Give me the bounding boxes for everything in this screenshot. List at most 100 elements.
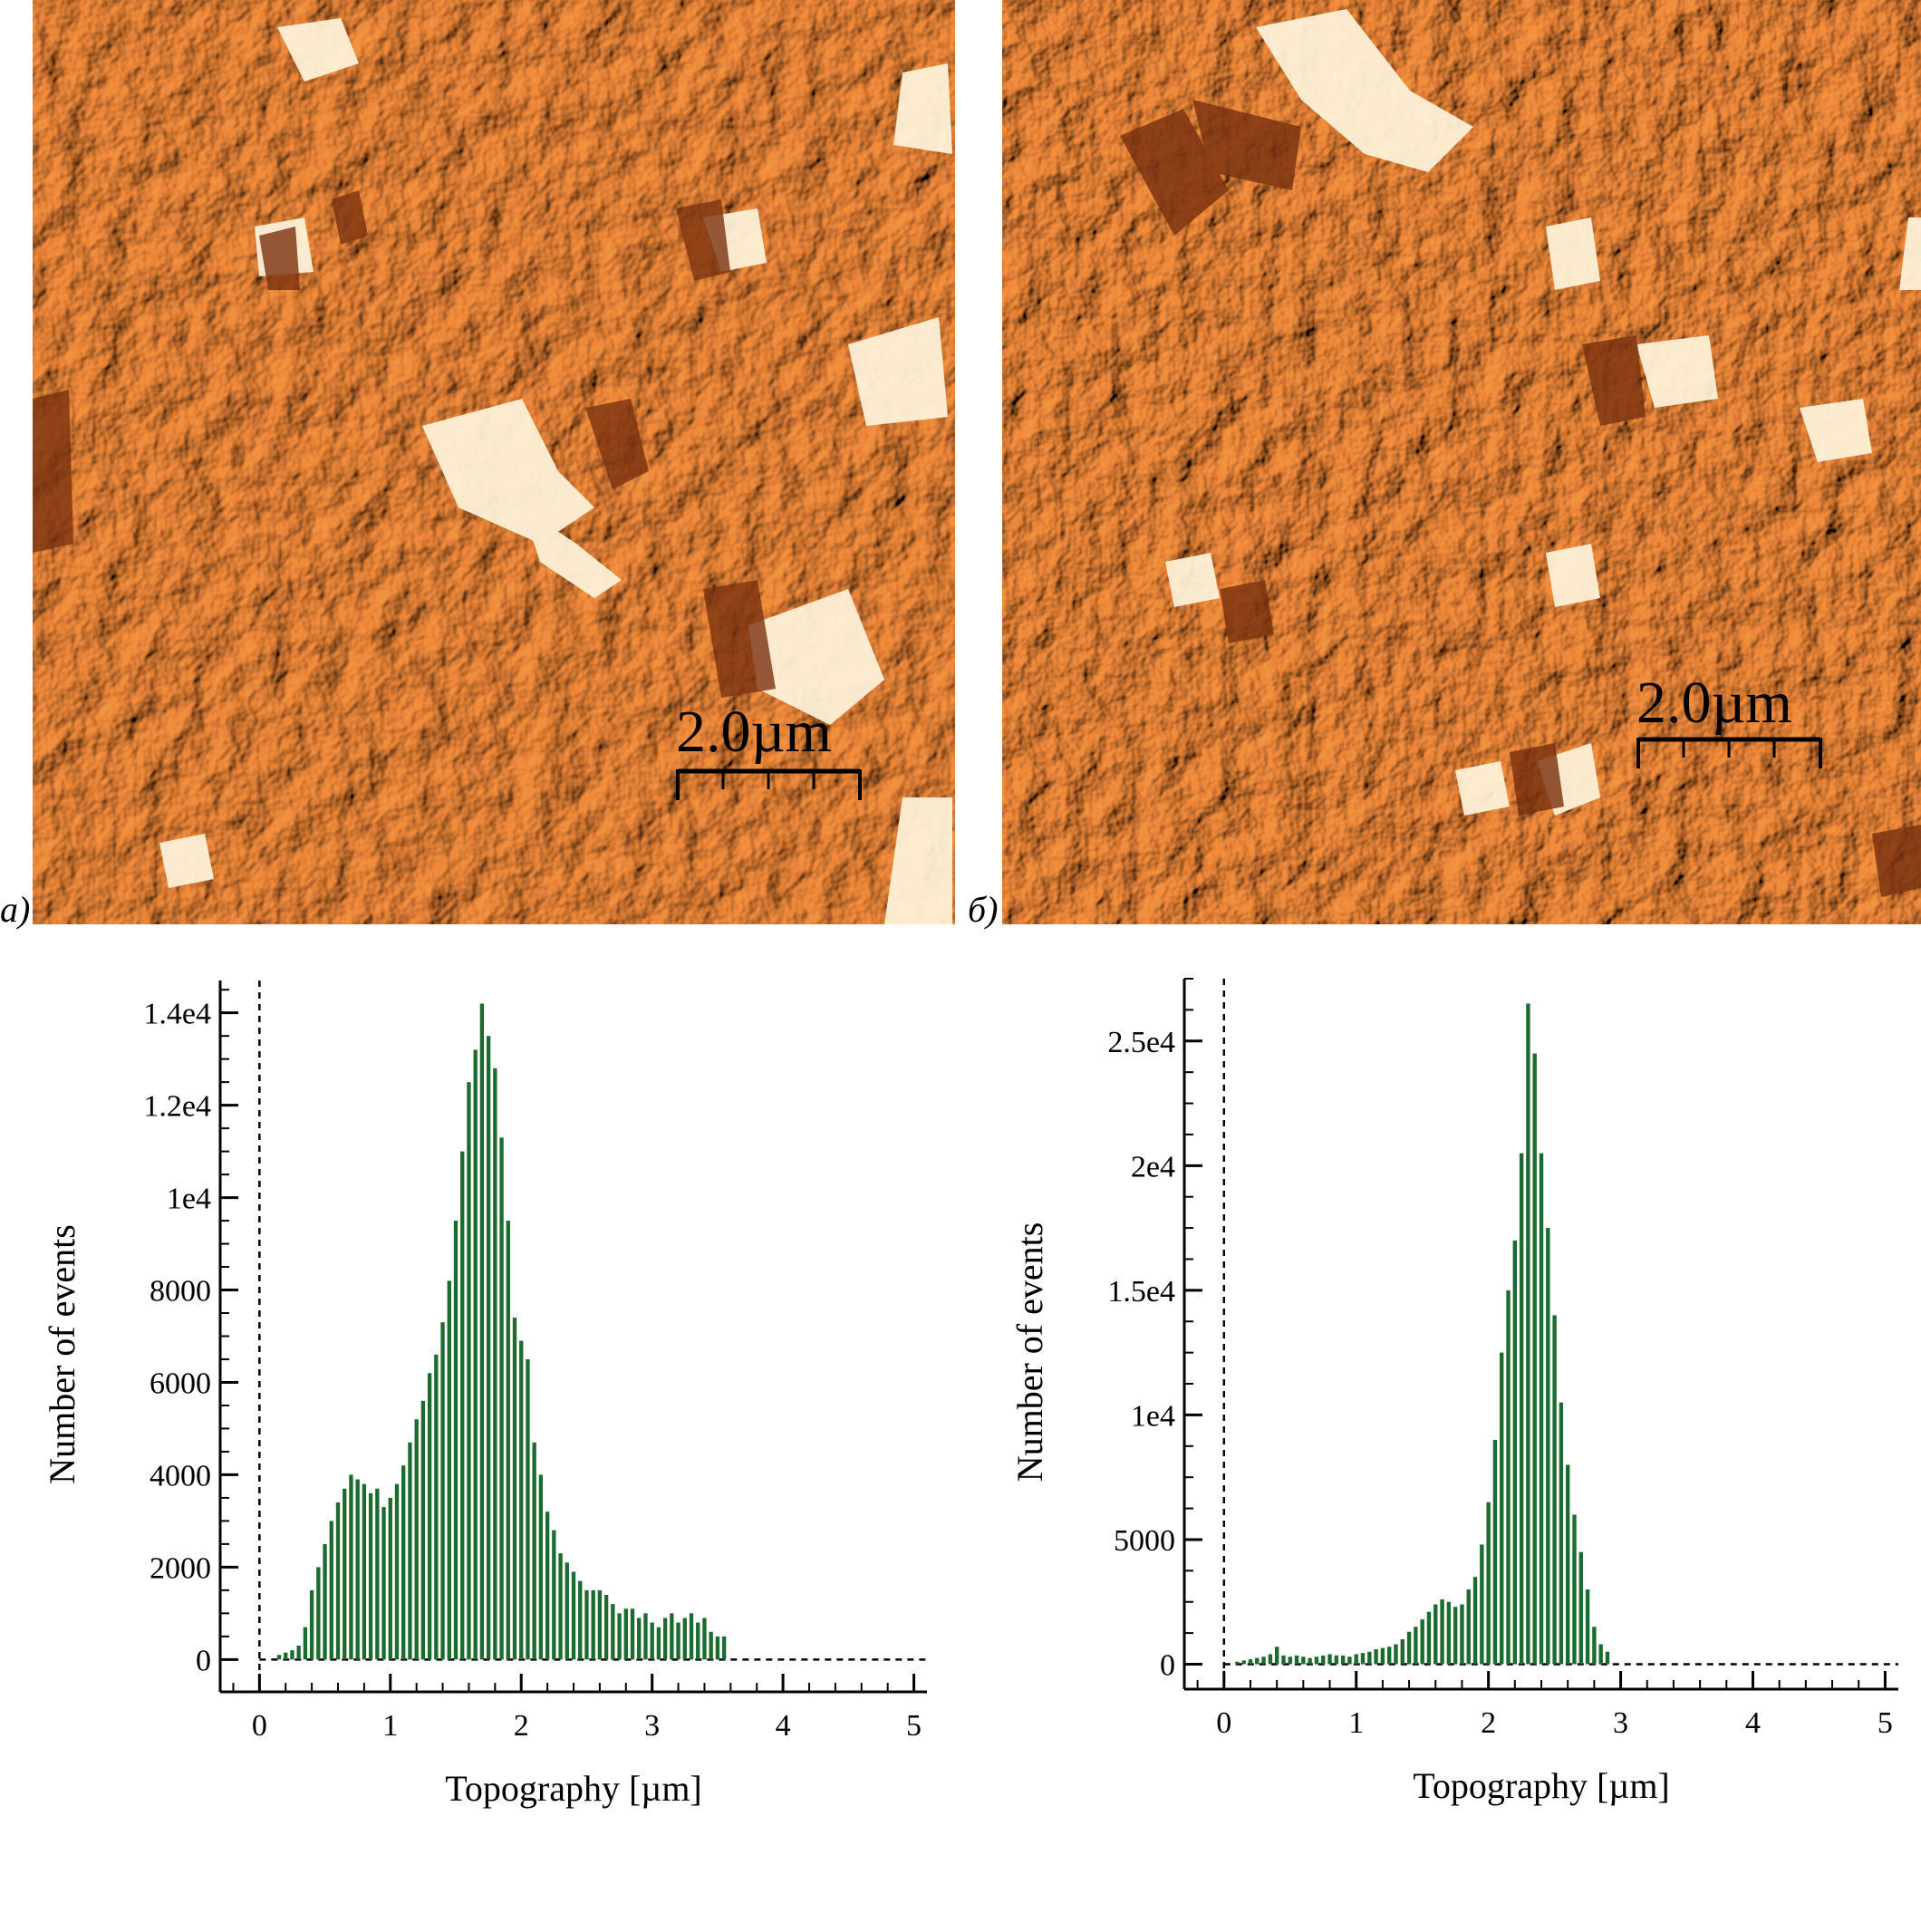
bar-a [715,1636,720,1660]
bar-a [316,1567,321,1660]
x-tick-label-b: 1 [1348,1706,1364,1740]
bar-a [617,1613,622,1660]
x-tick-label-b: 5 [1878,1706,1893,1740]
bar-a [479,1003,485,1660]
bar-b [1235,1661,1240,1665]
y-tick-label-a: 8000 [150,1275,211,1309]
bar-b [1539,1153,1544,1665]
bar-a [532,1442,536,1660]
y-tick-label-a: 2000 [150,1551,211,1585]
bar-a [506,1221,510,1660]
bar-a [434,1354,439,1660]
y-tick-label-a: 4000 [150,1459,211,1492]
bar-a [623,1608,628,1660]
bar-b [1400,1638,1405,1665]
y-tick-label-b: 5000 [1114,1524,1175,1558]
bar-b [1572,1514,1577,1665]
bar-a [467,1082,471,1660]
bar-a [603,1594,609,1660]
bar-a [290,1650,294,1660]
bar-a [597,1589,603,1660]
y-tick-label-b: 0 [1160,1648,1175,1682]
bar-b [1268,1654,1273,1665]
bar-a [323,1543,327,1660]
x-tick-label-a: 1 [382,1709,398,1743]
bar-a [486,1036,491,1660]
afm-texture-a [33,0,955,924]
bar-b [1585,1589,1590,1665]
y-tick-label-a: 6000 [150,1367,211,1400]
y-tick-label-b: 2.5e4 [1107,1026,1175,1059]
bar-a [414,1419,419,1660]
bar-b [1394,1644,1398,1665]
scalebar-label-a: 2.0µm [676,699,832,765]
panel-letter-b: б) [968,889,999,930]
bar-a [499,1137,504,1660]
bar-a [519,1340,524,1660]
scalebar-label-b: 2.0µm [1636,670,1792,736]
histogram-b-svg: 0 5000 1e4 1.5e4 2e4 2.5e4 0 1 2 3 4 5 Topography [µ… [1009,978,1898,1806]
bar-b [1512,1240,1518,1665]
histogram-a-svg: 0 2000 4000 6000 8000 1e4 1.2e4 1.4e4 0 1 2 3 4 5 Topo… [42,980,927,1809]
bar-a [276,1655,282,1660]
bar-b [1347,1657,1352,1665]
bar-a [545,1512,550,1660]
bar-b [1314,1657,1319,1665]
bar-a [656,1627,661,1660]
bar-a [473,1049,478,1660]
bar-a [682,1618,687,1660]
bar-b [1546,1228,1550,1665]
histogram-b: 0 5000 1e4 1.5e4 2e4 2.5e4 0 1 2 3 4 5 Topography [µ… [960,961,1921,1831]
bar-a [362,1483,367,1660]
bar-b [1605,1651,1610,1665]
y-tick-label-a: 0 [196,1644,211,1677]
bar-a [571,1571,576,1660]
bar-b [1294,1655,1299,1665]
x-tick-label-b: 2 [1481,1706,1496,1740]
bar-a [349,1474,353,1660]
bar-a [696,1622,700,1660]
bar-b [1367,1651,1372,1665]
bar-b [1354,1654,1358,1665]
bar-a [440,1322,445,1660]
bar-b [1552,1315,1557,1665]
bar-a [676,1622,681,1660]
bar-b [1380,1647,1385,1665]
bar-b [1466,1589,1471,1665]
bar-b [1472,1577,1478,1665]
bar-b [1360,1653,1366,1665]
bar-a [721,1636,727,1660]
x-tick-label-b: 3 [1613,1706,1628,1740]
y-tick-label-a: 1e4 [167,1183,211,1216]
bar-a [689,1613,694,1660]
y-tick-label-a: 1.4e4 [143,998,211,1031]
y-tick-label-a: 1.2e4 [143,1090,211,1124]
bar-b [1460,1604,1464,1665]
bar-b [1414,1627,1418,1665]
bar-b [1565,1464,1570,1665]
scalebar-a [676,768,862,800]
bar-b [1578,1551,1583,1665]
y-axis-title-b: Number of events [1009,1222,1050,1483]
bar-b [1261,1657,1266,1665]
bar-b [1308,1657,1312,1665]
bar-b [1506,1290,1511,1665]
bar-b [1248,1658,1253,1665]
bar-a [584,1589,589,1660]
bar-a [368,1492,373,1660]
bar-b [1386,1647,1392,1665]
bar-b [1598,1644,1603,1665]
bar-a [296,1646,301,1660]
bar-a [709,1631,713,1660]
bar-b [1519,1153,1524,1665]
bar-b [1486,1502,1491,1665]
bar-b [1301,1657,1306,1665]
bar-b [1420,1618,1424,1665]
bar-b [1374,1648,1378,1665]
bar-b [1500,1352,1504,1665]
bar-b [1288,1657,1292,1665]
bar-a [381,1507,386,1660]
bar-b [1446,1601,1452,1665]
bar-a [558,1553,563,1660]
bar-a [355,1479,360,1660]
